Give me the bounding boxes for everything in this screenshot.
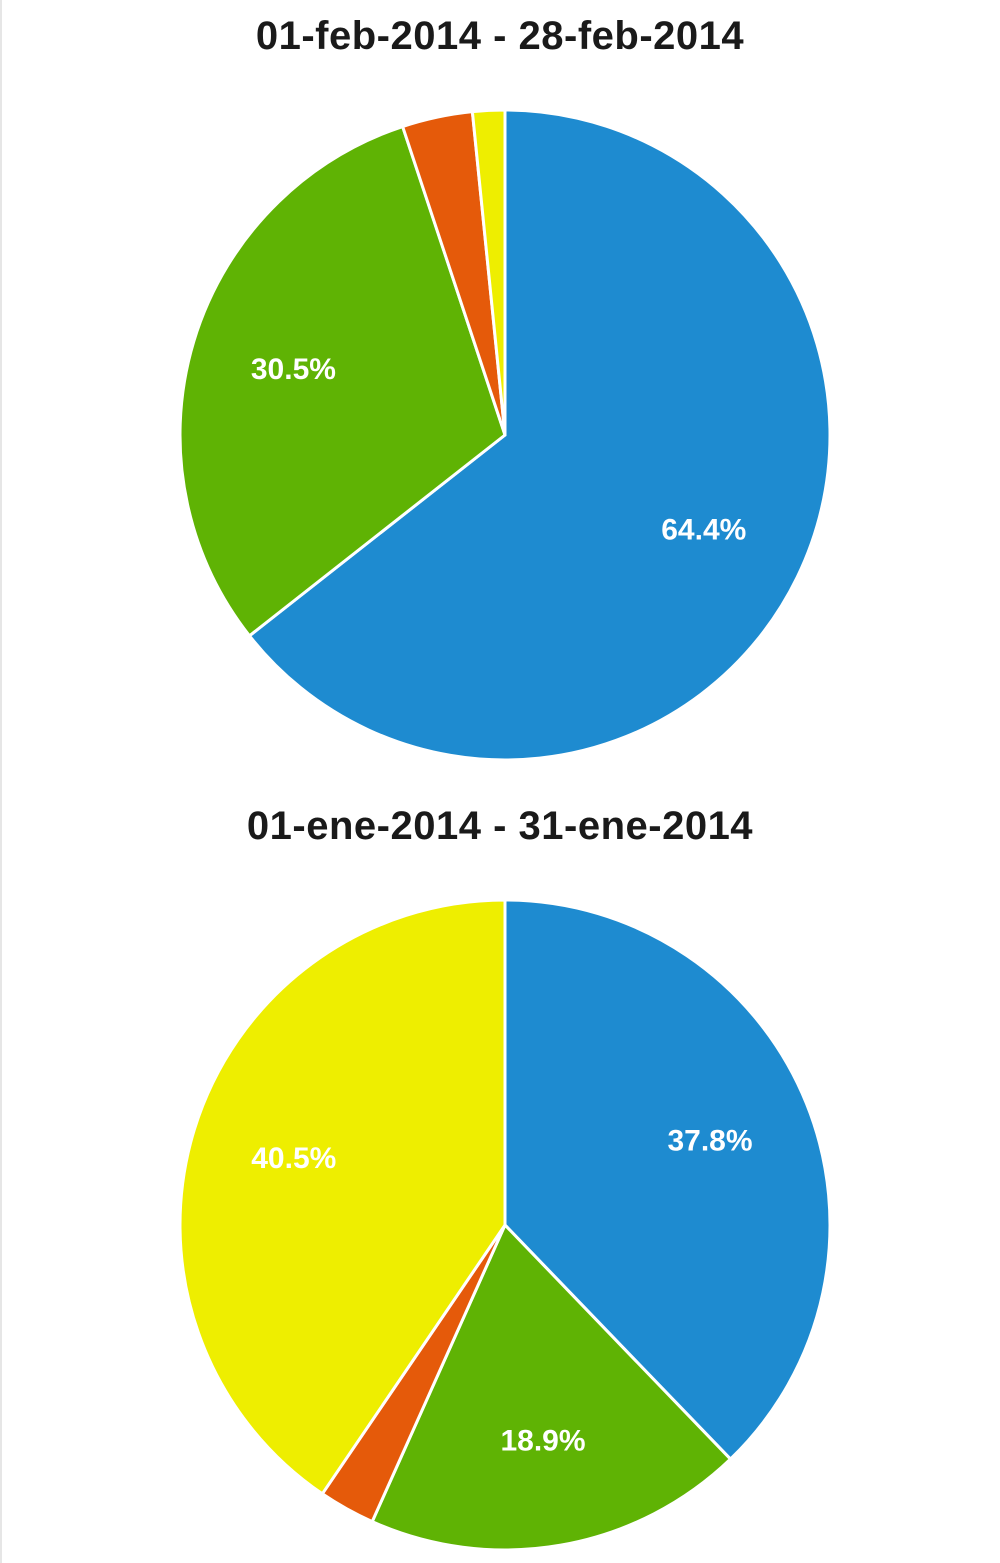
pie-slice-blue — [247, 108, 832, 762]
slice-label-yellow: 40.5% — [251, 1142, 336, 1175]
slice-label-green: 18.9% — [500, 1425, 585, 1458]
pie-slice-yellow — [470, 108, 507, 437]
page-left-border — [0, 0, 2, 1563]
pie-plot-area: 64.4% 30.5% — [178, 108, 832, 762]
pie-chart-february: 01-feb-2014 - 28-feb-2014 64.4% 30.5% — [0, 0, 1000, 775]
pie-slice-yellow — [178, 898, 507, 1496]
slice-label-green: 30.5% — [251, 353, 336, 386]
slice-label-blue: 64.4% — [661, 514, 746, 547]
chart-title: 01-ene-2014 - 31-ene-2014 — [246, 804, 754, 848]
pie-slice-blue — [503, 898, 832, 1461]
pie-slice-green — [370, 1223, 732, 1552]
pie-plot-area: 37.8% 18.9% 40.5% — [178, 898, 832, 1552]
slice-label-blue: 37.8% — [667, 1124, 752, 1157]
chart-title: 01-feb-2014 - 28-feb-2014 — [255, 14, 745, 58]
pie-slice-green — [178, 125, 507, 638]
pie-chart-january: 01-ene-2014 - 31-ene-2014 37.8% 18.9% 40.5… — [0, 790, 1000, 1563]
